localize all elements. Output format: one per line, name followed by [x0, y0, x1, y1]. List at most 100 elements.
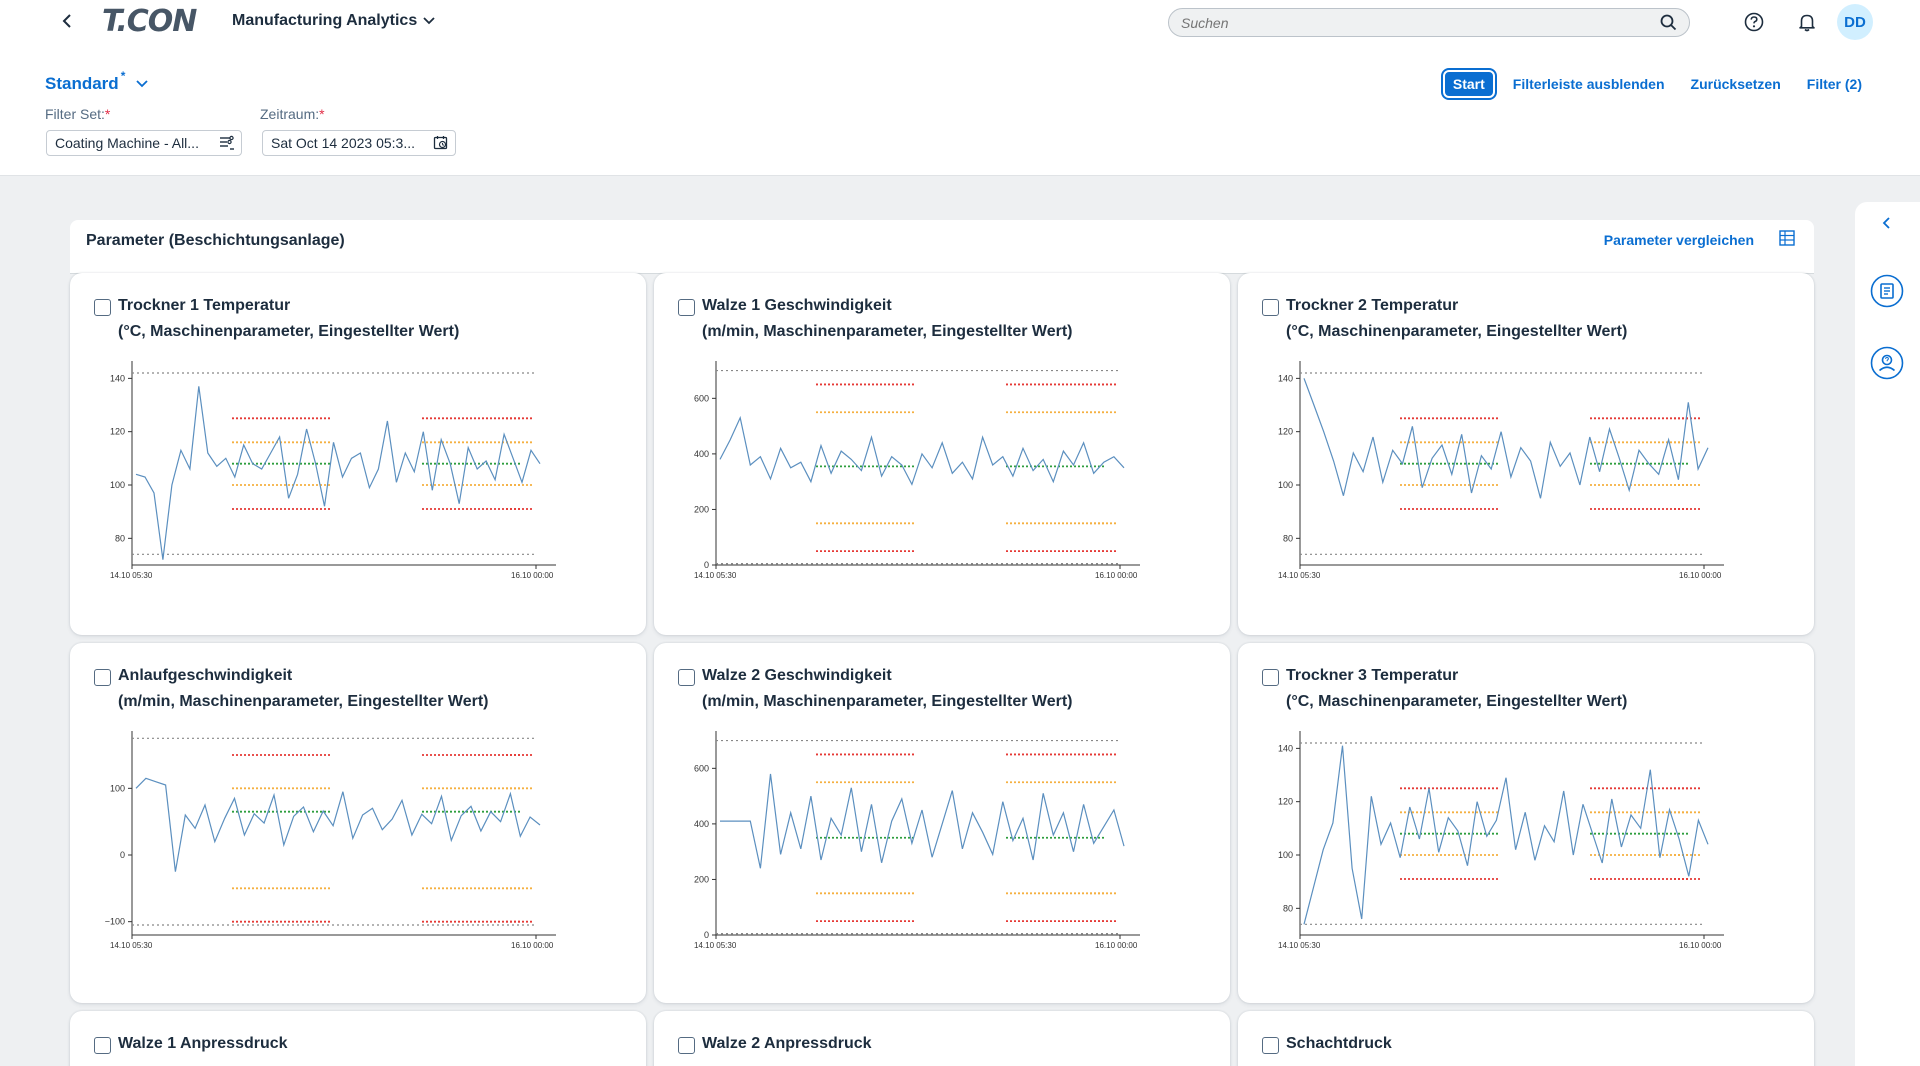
card-checkbox[interactable] — [678, 669, 695, 686]
required-marker: * — [104, 106, 111, 122]
series-line — [719, 415, 1125, 486]
y-tick-label: 100 — [110, 783, 125, 793]
y-tick-label: 600 — [694, 393, 709, 403]
parameter-chart[interactable]: 80 100 120 140 14.10 05:30 16.10 00:00 — [1254, 725, 1794, 995]
filter-bar-actions: Start Filterleiste ausblenden Zurücksetz… — [1442, 70, 1862, 98]
y-tick-label: 80 — [1283, 533, 1293, 543]
x-tick-label: 14.10 05:30 — [694, 571, 737, 580]
x-tick-label: 14.10 05:30 — [110, 941, 153, 950]
search-input[interactable] — [1169, 9, 1639, 36]
reset-button[interactable]: Zurücksetzen — [1690, 76, 1781, 92]
y-tick-label: 0 — [704, 930, 709, 940]
card-title: Walze 2 Anpressdruck — [702, 1035, 872, 1052]
card-title: Walze 2 Geschwindigkeit — [702, 667, 892, 684]
y-tick-label: 80 — [1283, 903, 1293, 913]
x-tick-label: 14.10 05:30 — [110, 571, 153, 580]
compare-parameters-link[interactable]: Parameter vergleichen — [1603, 232, 1754, 248]
side-panel-user-help-button[interactable] — [1870, 346, 1904, 385]
x-tick-label: 14.10 05:30 — [694, 941, 737, 950]
y-tick-label: 120 — [110, 427, 125, 437]
variant-management[interactable]: Standard * — [45, 69, 149, 94]
card-subtitle: (°C, Maschinenparameter, Eingestellter W… — [1286, 693, 1628, 710]
card-subtitle: (m/min, Maschinenparameter, Eingestellte… — [702, 693, 1073, 710]
y-tick-label: 120 — [1278, 797, 1293, 807]
calendar-icon[interactable] — [433, 135, 449, 151]
series-line — [720, 773, 1125, 869]
table-icon[interactable] — [1778, 229, 1796, 247]
card-checkbox[interactable] — [678, 1037, 695, 1054]
card-subtitle: (°C, Maschinenparameter, Eingestellter W… — [1286, 323, 1628, 340]
parameter-panel-header: Parameter (Beschichtungsanlage) Paramete… — [70, 220, 1814, 274]
y-tick-label: 100 — [1278, 850, 1293, 860]
y-tick-label: 0 — [704, 560, 709, 570]
back-button[interactable] — [60, 11, 78, 31]
parameter-chart[interactable]: −100 0 100 14.10 05:30 16.10 00:00 — [86, 725, 626, 995]
parameter-chart[interactable]: 80 100 120 140 14.10 05:30 16.10 00:00 — [1254, 355, 1794, 625]
x-tick-label: 16.10 00:00 — [1679, 571, 1722, 580]
card-checkbox[interactable] — [94, 299, 111, 316]
side-panel-report-button[interactable] — [1870, 274, 1904, 313]
x-tick-label: 16.10 00:00 — [1679, 941, 1722, 950]
required-marker: * — [319, 106, 325, 122]
shell-bar: T.CON Manufacturing Analytics DD — [0, 0, 1920, 44]
chevron-down-icon — [423, 17, 435, 25]
app-title-menu[interactable]: Manufacturing Analytics — [232, 12, 435, 30]
panel-title: Parameter (Beschichtungsanlage) — [86, 232, 345, 249]
y-tick-label: 120 — [1278, 427, 1293, 437]
y-tick-label: 100 — [1278, 480, 1293, 490]
side-panel-collapse-button[interactable] — [1881, 216, 1893, 235]
card-title: Schachtdruck — [1286, 1035, 1392, 1052]
parameter-card: Trockner 1 Temperatur (°C, Maschinenpara… — [70, 273, 646, 635]
user-avatar[interactable]: DD — [1837, 4, 1873, 40]
card-checkbox[interactable] — [678, 299, 695, 316]
card-checkbox[interactable] — [1262, 299, 1279, 316]
hide-filterbar-button[interactable]: Filterleiste ausblenden — [1512, 76, 1665, 92]
filter-bar-header: Standard * Start Filterleiste ausblenden… — [0, 44, 1920, 176]
card-checkbox[interactable] — [1262, 1037, 1279, 1054]
x-tick-label: 16.10 00:00 — [511, 941, 554, 950]
card-checkbox[interactable] — [94, 669, 111, 686]
zeitraum-label: Zeitraum:* — [260, 106, 325, 122]
variant-modified-marker: * — [120, 69, 126, 83]
y-tick-label: 140 — [1278, 743, 1293, 753]
parameter-card: Trockner 2 Temperatur (°C, Maschinenpara… — [1238, 273, 1814, 635]
filter-button[interactable]: Filter (2) — [1806, 76, 1862, 92]
app-title: Manufacturing Analytics — [232, 12, 418, 29]
y-tick-label: −100 — [105, 917, 125, 927]
y-tick-label: 0 — [120, 850, 125, 860]
zeitraum-input[interactable]: Sat Oct 14 2023 05:3... — [262, 130, 456, 156]
parameter-card: Anlaufgeschwindigkeit (m/min, Maschinenp… — [70, 643, 646, 1003]
chevron-down-icon — [136, 80, 148, 88]
parameter-card: Schachtdruck — [1238, 1011, 1814, 1066]
y-tick-label: 80 — [115, 533, 125, 543]
help-button[interactable] — [1742, 10, 1766, 34]
help-icon — [1744, 12, 1764, 32]
start-button[interactable]: Start — [1442, 70, 1495, 98]
search-field[interactable] — [1168, 8, 1690, 37]
x-tick-label: 16.10 00:00 — [1095, 571, 1138, 580]
card-subtitle: (m/min, Maschinenparameter, Eingestellte… — [702, 323, 1073, 340]
parameter-chart[interactable]: 0 200 400 600 14.10 05:30 16.10 00:00 — [670, 725, 1210, 995]
x-tick-label: 16.10 00:00 — [1095, 941, 1138, 950]
value-help-icon[interactable] — [219, 135, 235, 151]
variant-name: Standard — [45, 74, 119, 93]
series-line — [135, 386, 541, 560]
filter-set-value: Coating Machine - All... — [55, 135, 199, 151]
parameter-card: Walze 2 Geschwindigkeit (m/min, Maschine… — [654, 643, 1230, 1003]
card-checkbox[interactable] — [1262, 669, 1279, 686]
parameter-card: Walze 1 Anpressdruck — [70, 1011, 646, 1066]
filter-set-label: Filter Set:* — [45, 106, 110, 122]
card-checkbox[interactable] — [94, 1037, 111, 1054]
notifications-button[interactable] — [1795, 10, 1819, 34]
bell-icon — [1799, 14, 1815, 32]
x-tick-label: 14.10 05:30 — [1278, 941, 1321, 950]
series-line — [1303, 745, 1709, 925]
search-icon[interactable] — [1660, 14, 1677, 31]
card-subtitle: (°C, Maschinenparameter, Eingestellter W… — [118, 323, 460, 340]
y-tick-label: 600 — [694, 763, 709, 773]
filter-set-input[interactable]: Coating Machine - All... — [46, 130, 242, 156]
series-line — [1303, 378, 1709, 499]
parameter-chart[interactable]: 80 100 120 140 14.10 05:30 16.10 00:00 — [86, 355, 626, 625]
chevron-left-icon — [62, 14, 71, 28]
parameter-chart[interactable]: 0 200 400 600 14.10 05:30 16.10 00:00 — [670, 355, 1210, 625]
